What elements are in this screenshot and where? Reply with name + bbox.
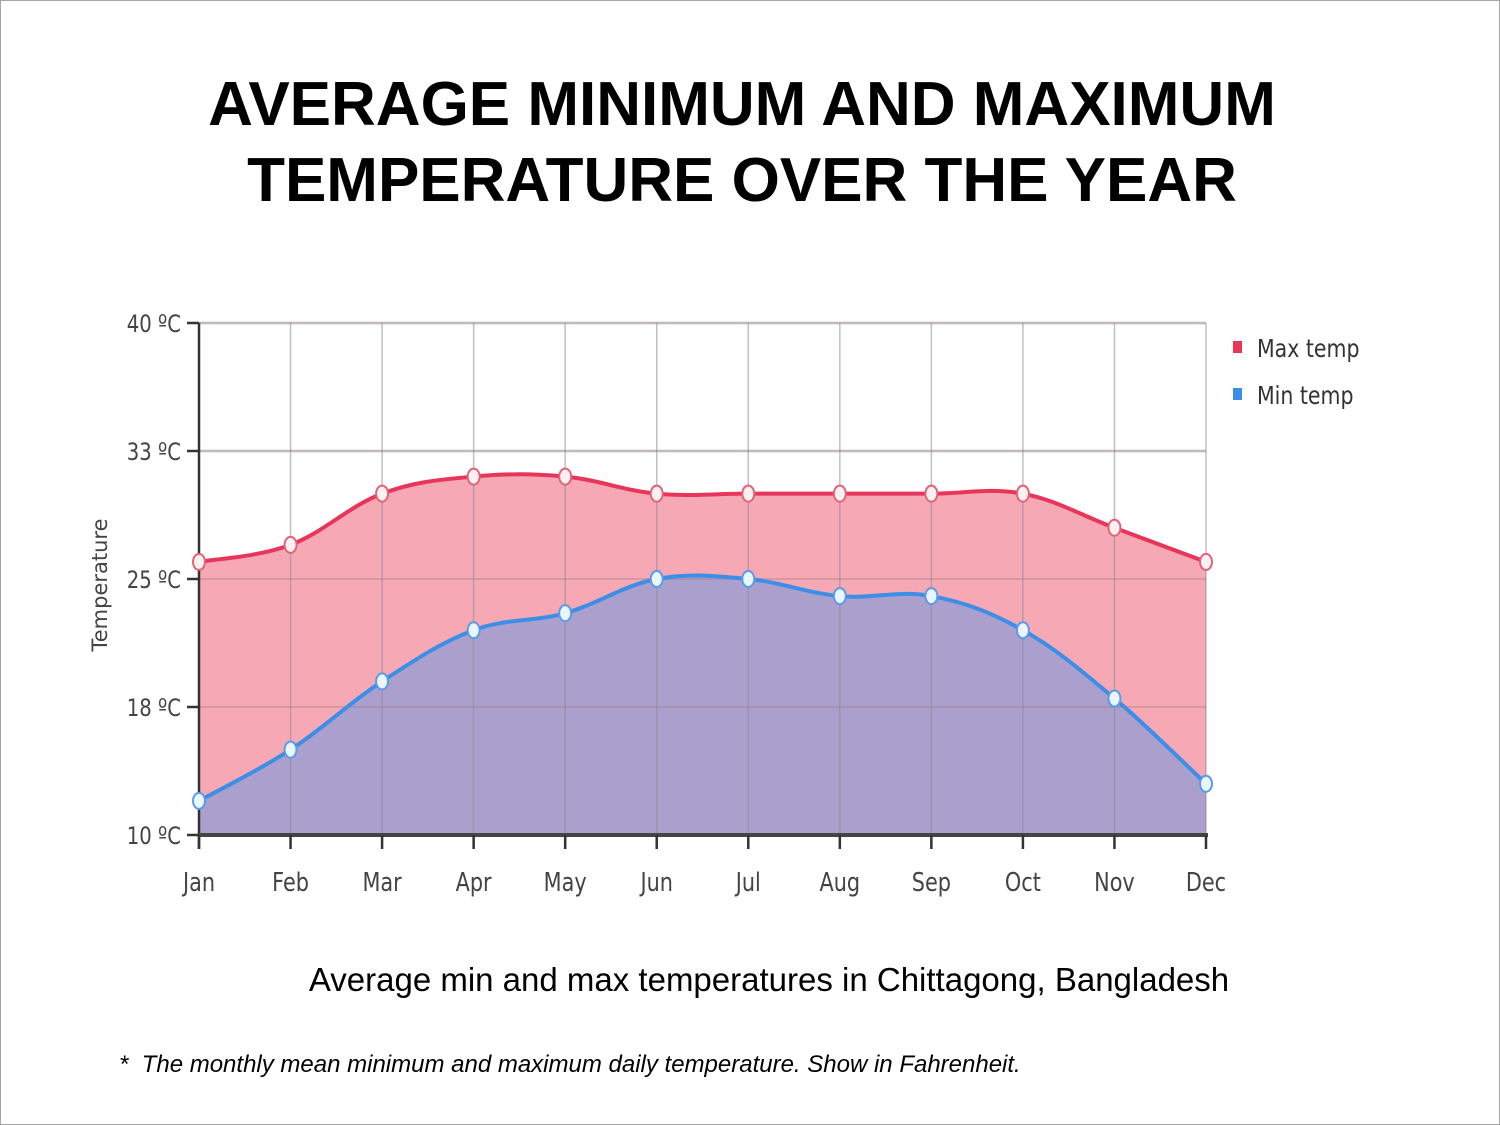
x-tick-label: Feb (272, 867, 309, 898)
data-point[interactable] (466, 621, 481, 640)
chart-container: 10 ºC 18 ºC 25 ºC 33 ºC 40 ºC Jan Feb Mar Apr May… (79, 279, 1413, 939)
x-tick-label: May (544, 867, 587, 898)
title-line-2: TEMPERATURE OVER THE YEAR (247, 146, 1237, 215)
data-point[interactable] (192, 791, 206, 810)
legend-swatch-min-temp (1233, 388, 1242, 400)
axis-layer (187, 321, 1208, 849)
data-point[interactable] (649, 570, 664, 588)
data-point[interactable] (558, 604, 573, 623)
y-axis-label: Temperature (88, 518, 112, 652)
legend-swatch-max-temp (1233, 341, 1242, 353)
x-tick-label: Nov (1094, 867, 1135, 898)
area-layer (199, 474, 1206, 835)
data-point[interactable] (741, 570, 756, 588)
footnote-marker: * (119, 1051, 129, 1078)
x-tick-label: Mar (362, 867, 402, 898)
data-point[interactable] (558, 467, 573, 486)
slide-title: AVERAGE MINIMUM AND MAXIMUM TEMPERATURE … (1, 67, 1483, 219)
x-tick-label: Apr (456, 867, 492, 898)
legend: Max temp Min temp (1233, 335, 1360, 411)
data-point[interactable] (924, 484, 939, 503)
x-tick-label: Aug (820, 867, 861, 898)
data-point[interactable] (1199, 552, 1213, 571)
data-point[interactable] (1107, 689, 1122, 708)
data-point[interactable] (1015, 621, 1030, 640)
x-tick-label: Sep (912, 867, 951, 898)
data-point[interactable] (283, 535, 298, 554)
data-point[interactable] (649, 484, 664, 503)
data-point[interactable] (375, 484, 390, 503)
data-point[interactable] (741, 484, 756, 503)
label-layer: 10 ºC 18 ºC 25 ºC 33 ºC 40 ºC Jan Feb Mar Apr May… (127, 311, 1226, 897)
data-point[interactable] (1015, 484, 1030, 503)
x-tick-label: Jan (181, 867, 215, 898)
temperature-chart: 10 ºC 18 ºC 25 ºC 33 ºC 40 ºC Jan Feb Mar Apr May… (88, 311, 1360, 897)
legend-label[interactable]: Min temp (1257, 382, 1354, 410)
data-point[interactable] (832, 484, 847, 503)
line-layer (198, 472, 1208, 803)
y-tick-label: 40 ºC (127, 311, 181, 338)
line-min-temp (198, 573, 1208, 803)
y-tick-label: 33 ºC (127, 439, 181, 466)
chart-caption: Average min and max temperatures in Chit… (308, 961, 1230, 998)
line-max-temp (198, 472, 1207, 564)
data-point[interactable] (192, 552, 206, 571)
footnote: * The monthly mean minimum and maximum d… (119, 1051, 1021, 1079)
point-layer (192, 467, 1213, 810)
y-tick-label: 25 ºC (127, 567, 181, 594)
data-point[interactable] (924, 587, 939, 606)
data-point[interactable] (466, 467, 481, 486)
x-tick-label: Jul (734, 867, 761, 898)
footnote-text: The monthly mean minimum and maximum dai… (141, 1051, 1021, 1078)
data-point[interactable] (1107, 518, 1122, 537)
x-tick-label: Jun (639, 867, 673, 898)
y-tick-label: 18 ºC (127, 695, 181, 722)
y-tick-label: 10 ºC (127, 823, 181, 850)
data-point[interactable] (375, 672, 390, 691)
data-point[interactable] (832, 587, 847, 606)
data-point[interactable] (1199, 774, 1213, 793)
legend-label[interactable]: Max temp (1257, 335, 1360, 363)
title-line-1: AVERAGE MINIMUM AND MAXIMUM (208, 70, 1276, 139)
data-point[interactable] (283, 740, 298, 759)
x-tick-label: Dec (1186, 867, 1226, 898)
x-tick-label: Oct (1005, 867, 1041, 898)
